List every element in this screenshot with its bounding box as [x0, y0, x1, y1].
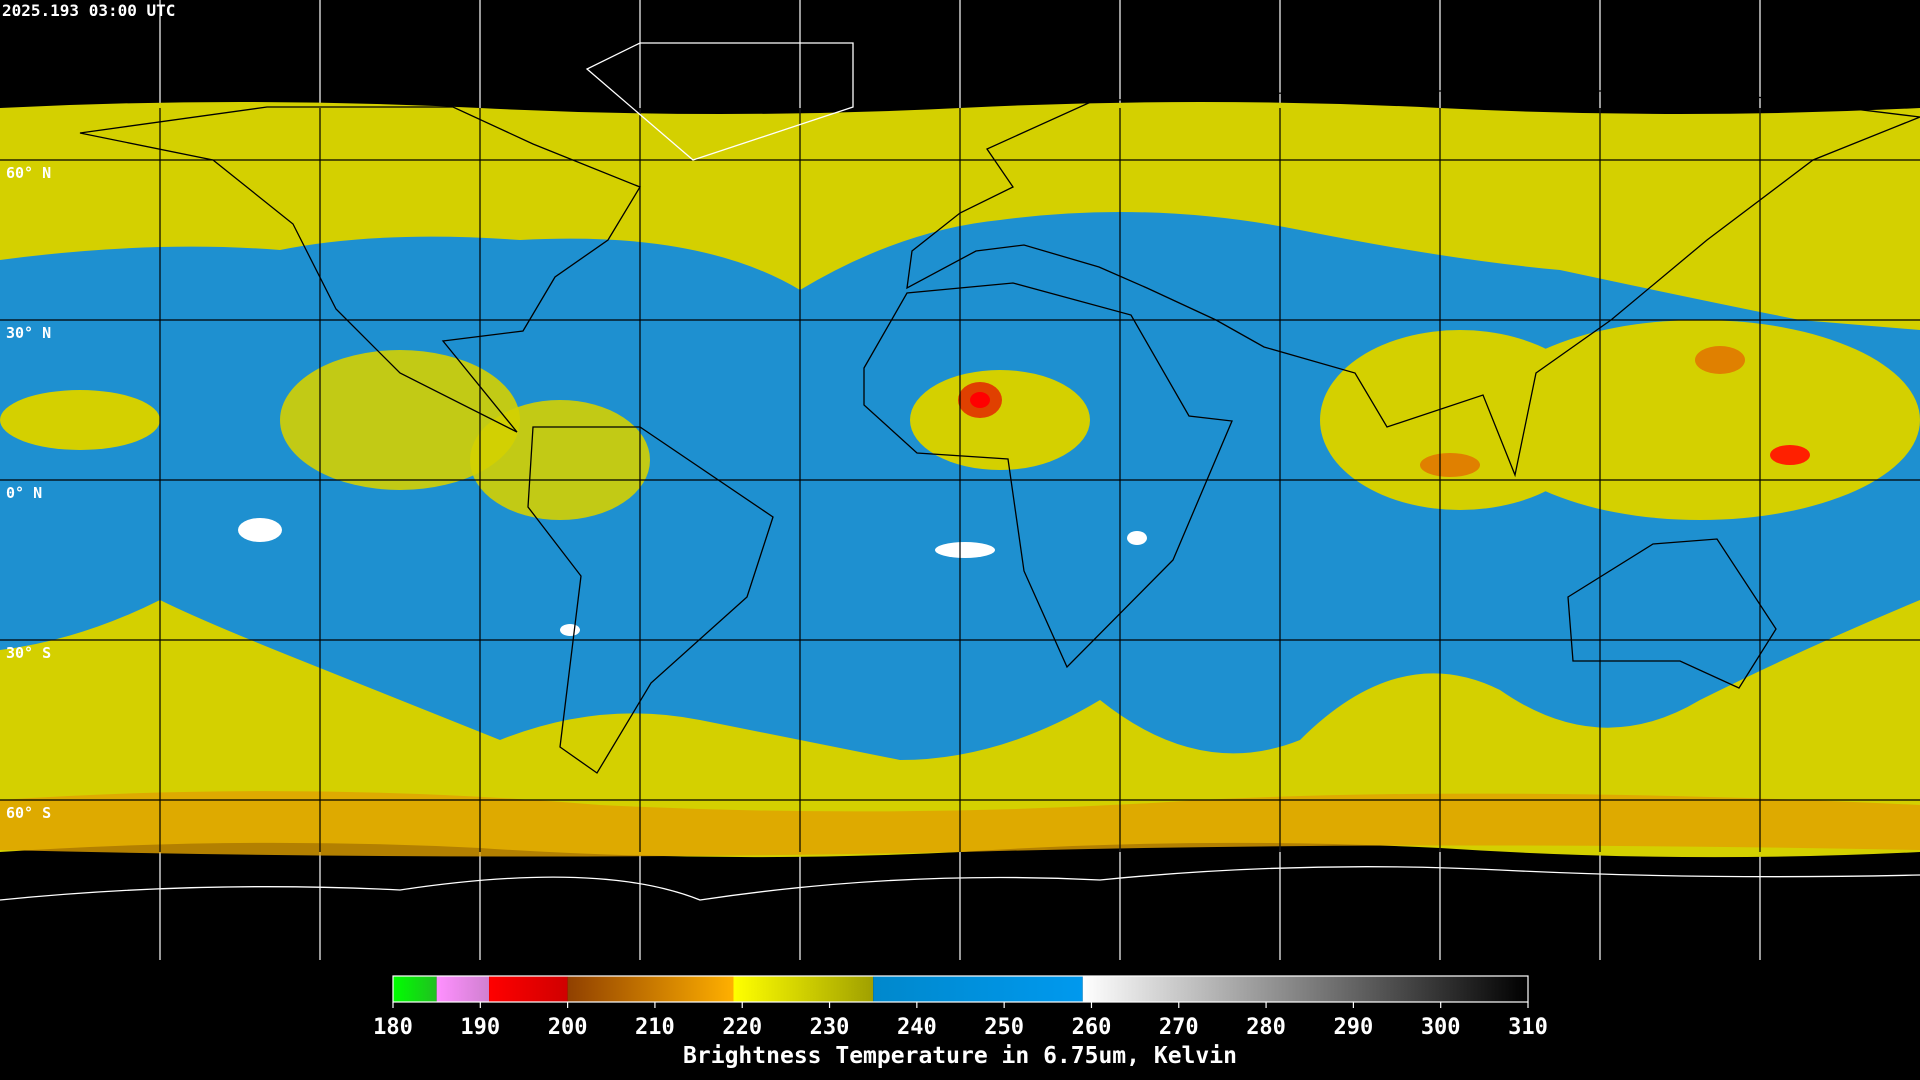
polar-coastlines [0, 42, 1920, 901]
colorbar-segment [873, 976, 1083, 1002]
colorbar-tick-label: 200 [548, 1015, 588, 1040]
colorbar-tick-label: 260 [1072, 1015, 1112, 1040]
colorbar-tick-label: 240 [897, 1015, 937, 1040]
colorbar-segment [733, 976, 874, 1002]
latitude-label: 30° S [6, 644, 51, 662]
coastlines [79, 90, 1920, 774]
colorbar-tick-label: 300 [1421, 1015, 1461, 1040]
colorbar-segment [1082, 976, 1528, 1002]
colorbar-segment [393, 976, 437, 1002]
colorbar-tick-label: 190 [460, 1015, 500, 1040]
latitude-label: 60° N [6, 164, 51, 182]
colorbar-tick-label: 230 [810, 1015, 850, 1040]
colorbar: 180 190 200 210 220 230 240 250 260 270 280 290 300 3… [373, 975, 1548, 1040]
colorbar-tick-label: 220 [722, 1015, 762, 1040]
colorbar-label: Brightness Temperature in 6.75um, Kelvin [683, 1043, 1237, 1069]
timestamp: 2025.193 03:00 UTC [2, 1, 175, 20]
colorbar-segment [567, 976, 734, 1002]
latitude-label: 60° S [6, 804, 51, 822]
colorbar-frame [392, 975, 1529, 1003]
colorbar-tick-label: 280 [1246, 1015, 1286, 1040]
colorbar-tick-label: 310 [1508, 1015, 1548, 1040]
colorbar-tick-label: 180 [373, 1015, 413, 1040]
grid-inner [0, 0, 1920, 960]
colorbar-segment [489, 976, 568, 1002]
latitude-label: 30° N [6, 324, 51, 342]
colorbar-segment [436, 976, 490, 1002]
colorbar-tick-label: 250 [984, 1015, 1024, 1040]
colorbar-tick-label: 210 [635, 1015, 675, 1040]
latitude-label: 0° N [6, 484, 42, 502]
colorbar-tick-label: 270 [1159, 1015, 1199, 1040]
colorbar-tick-label: 290 [1334, 1015, 1374, 1040]
